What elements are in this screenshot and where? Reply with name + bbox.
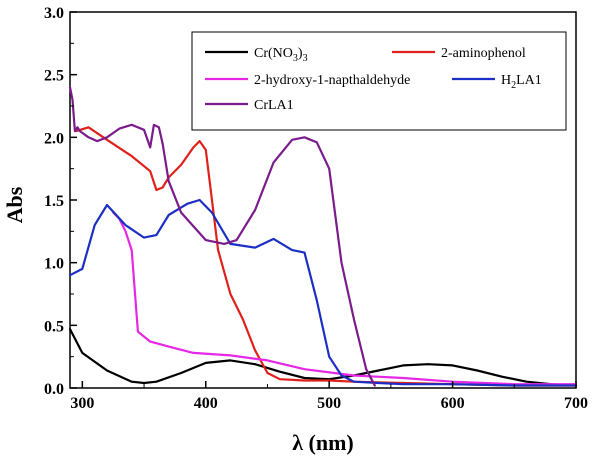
y-tick-label-4: 2.0 — [44, 130, 64, 147]
axis-layer: 300 400 500 600 700 0.0 0.5 1.0 1.5 2.0 2.5 3.0 — [44, 5, 588, 412]
legend-box — [191, 31, 567, 131]
legend-label-2-aminophenol: 2-aminophenol — [441, 46, 526, 61]
series-layer — [68, 86, 578, 387]
legend-label-crla1: CrLA1 — [254, 98, 294, 113]
y-tick-label-6: 3.0 — [44, 5, 64, 22]
y-axis-title: Abs — [2, 186, 27, 223]
x-tick-label-500: 500 — [317, 395, 341, 412]
legend: Cr(NO3)3 2-aminophenol 2-hydroxy-1-napth… — [191, 31, 567, 131]
series-line-cr-no3-3 — [68, 328, 578, 387]
legend-label-h2la1: H2LA1 — [501, 73, 542, 91]
y-tick-label-1: 0.5 — [44, 318, 64, 335]
series-line-2-hydroxy-1-napthaldehyde — [112, 211, 578, 386]
series-line-h2la1 — [68, 198, 578, 387]
x-tick-label-600: 600 — [441, 395, 465, 412]
y-tick-label-0: 0.0 — [44, 381, 64, 398]
y-tick-label-3: 1.5 — [44, 193, 64, 210]
x-tick-label-300: 300 — [70, 395, 94, 412]
legend-label-2-hydroxy-1-napthaldehyde: 2-hydroxy-1-napthaldehyde — [254, 73, 410, 88]
y-tick-label-5: 2.5 — [44, 68, 64, 85]
series-line-crla1 — [68, 86, 376, 387]
y-tick-label-2: 1.0 — [44, 256, 64, 273]
x-tick-label-400: 400 — [194, 395, 218, 412]
x-tick-label-700: 700 — [564, 395, 588, 412]
x-axis-title: λ (nm) — [292, 430, 354, 455]
legend-label-cr-no3: Cr(NO3)3 — [254, 46, 308, 64]
